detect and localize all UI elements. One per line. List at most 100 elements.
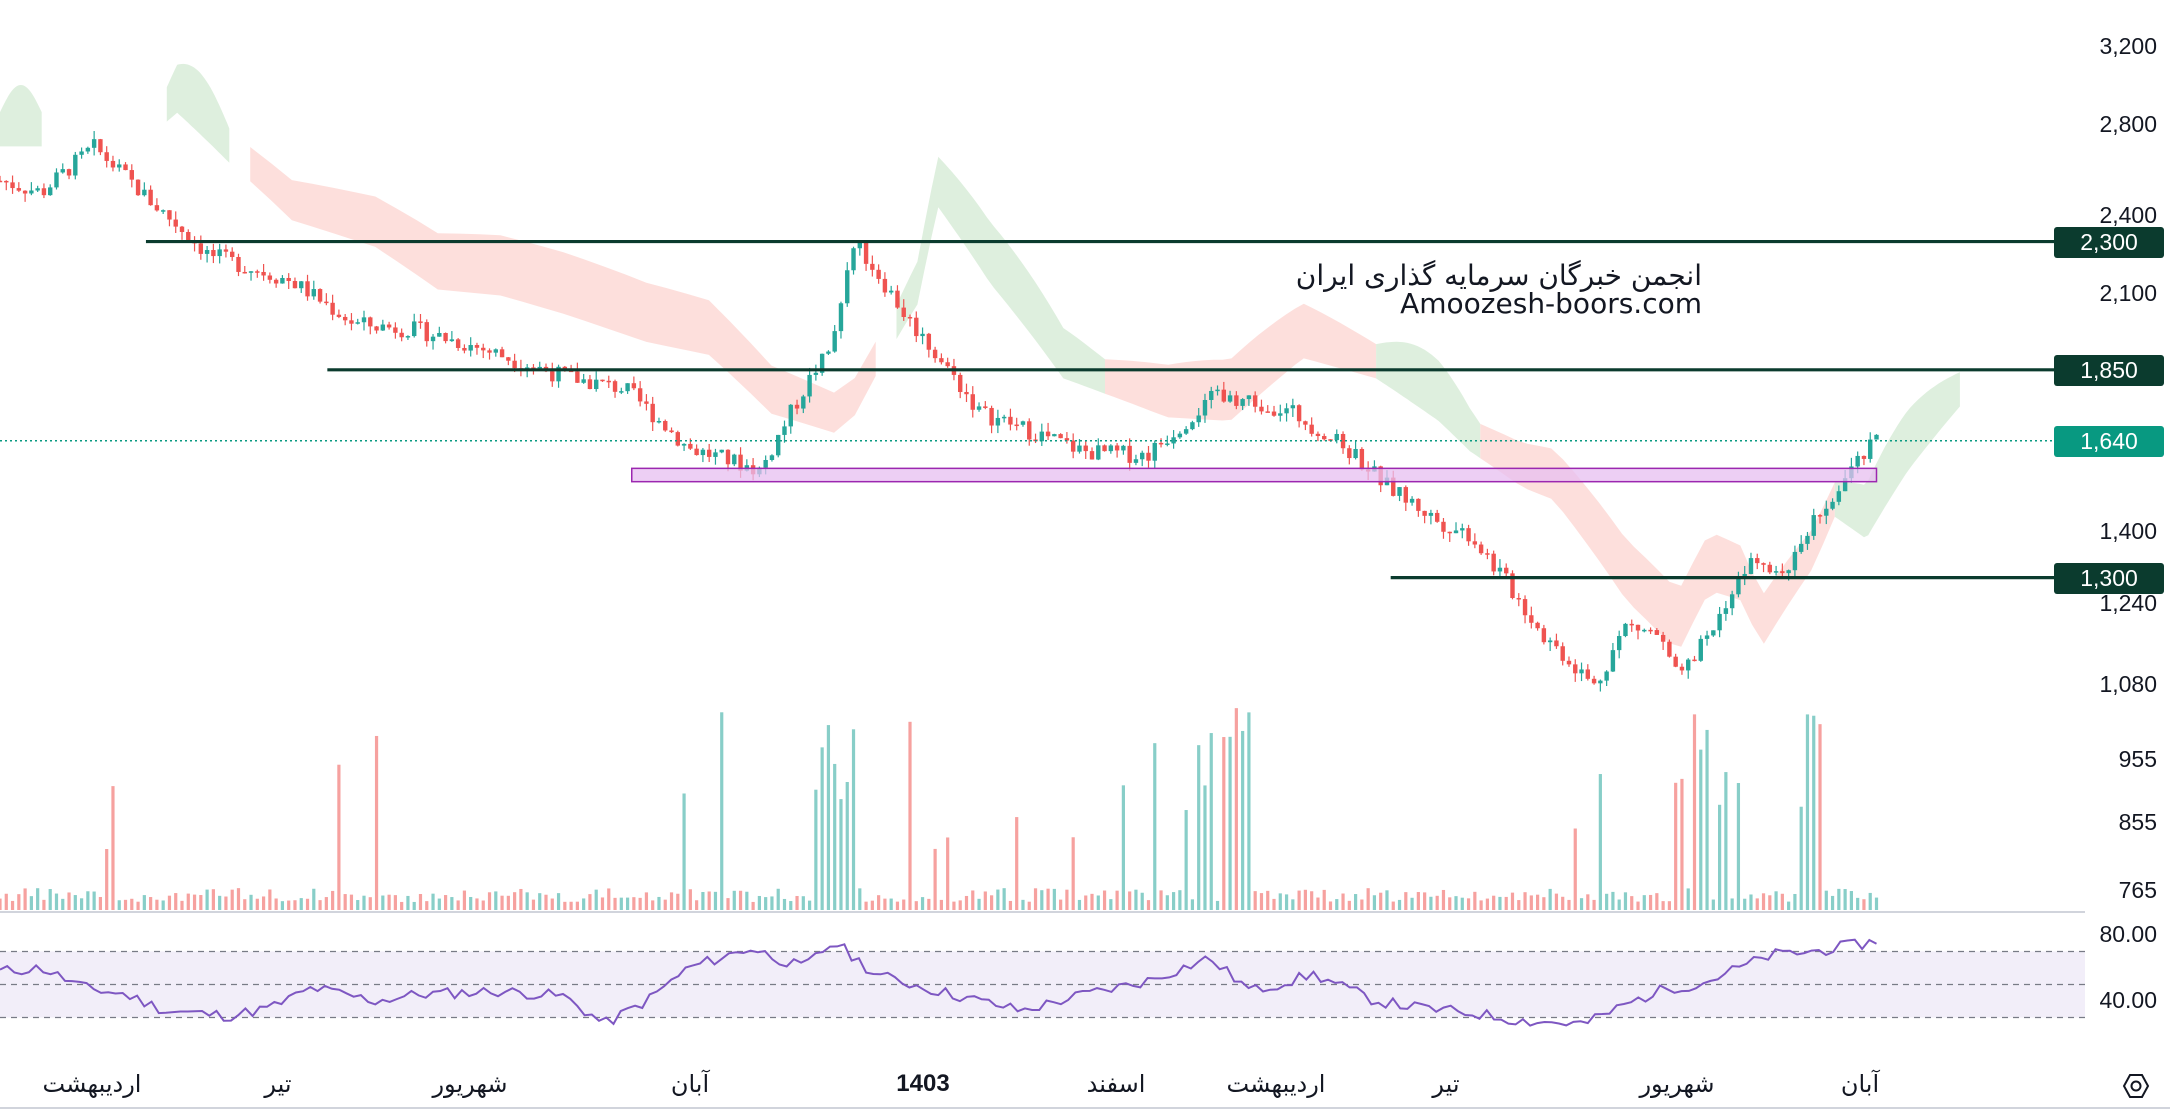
candle-body xyxy=(1842,478,1848,492)
candle-body xyxy=(1673,656,1678,667)
candle-body xyxy=(148,189,153,206)
volume-bar xyxy=(1184,810,1188,910)
rsi-tick-label: 80.00 xyxy=(2099,921,2157,947)
volume-bar xyxy=(443,895,448,910)
volume-bar xyxy=(1109,899,1113,910)
candle-body xyxy=(1491,553,1496,572)
volume-bar xyxy=(331,890,335,910)
volume-bar xyxy=(1372,895,1377,910)
volume-bar xyxy=(1316,897,1320,910)
volume-bar xyxy=(243,899,247,910)
candle-body xyxy=(1830,501,1835,509)
candle-body xyxy=(870,263,875,270)
candle-body xyxy=(16,188,22,191)
volume-bar xyxy=(745,891,749,910)
candle-body xyxy=(876,269,881,279)
candle-body xyxy=(1767,564,1773,573)
volume-bar xyxy=(1241,730,1245,910)
candle-body xyxy=(48,187,53,196)
volume-bar xyxy=(406,895,410,910)
candle-body xyxy=(1114,445,1120,451)
volume-bar xyxy=(249,894,253,910)
volume-bar xyxy=(807,900,812,910)
candle-body xyxy=(1240,399,1245,406)
candle-body xyxy=(1428,512,1434,516)
volume-bar xyxy=(1259,893,1264,910)
volume-bar xyxy=(393,895,397,910)
candle-body xyxy=(1089,451,1095,460)
volume-bar xyxy=(989,895,994,910)
candle-body xyxy=(487,350,492,353)
candle-body xyxy=(587,379,593,390)
price-tick-label: 3,200 xyxy=(2099,33,2157,59)
candle-body xyxy=(154,205,160,211)
volume-bar xyxy=(418,894,423,910)
candle-body xyxy=(1397,487,1402,496)
candle-body xyxy=(1045,431,1051,437)
volume-bar xyxy=(98,896,103,910)
candle-body xyxy=(619,391,624,393)
volume-bar xyxy=(1498,896,1502,910)
volume-bar xyxy=(1441,889,1446,910)
volume-bar xyxy=(1435,895,1439,910)
volume-bar xyxy=(669,892,674,910)
volume-bar xyxy=(1799,806,1803,910)
candle-body xyxy=(1146,452,1151,461)
volume-bar xyxy=(1410,897,1414,910)
candle-body xyxy=(1265,411,1270,413)
candle-body xyxy=(1485,553,1490,555)
volume-bar xyxy=(1272,898,1276,910)
candle-body xyxy=(776,434,781,456)
candle-body xyxy=(35,188,40,191)
volume-bar xyxy=(651,900,655,910)
volume-bar xyxy=(1837,888,1841,910)
volume-bar xyxy=(1021,899,1025,910)
volume-bar xyxy=(48,889,52,910)
volume-bar xyxy=(4,893,8,910)
volume-bar xyxy=(17,894,21,910)
candle-body xyxy=(713,452,718,457)
candle-body xyxy=(694,448,699,456)
volume-bar xyxy=(1291,899,1295,910)
candle-body xyxy=(1748,558,1754,574)
candle-body xyxy=(1215,389,1220,392)
candle-body xyxy=(782,426,787,435)
volume-bar xyxy=(1868,892,1872,910)
volume-bar xyxy=(1661,901,1665,910)
candle-body xyxy=(462,347,467,351)
volume-bar xyxy=(1830,895,1835,910)
volume-bar xyxy=(525,892,529,910)
volume-bar xyxy=(770,896,774,910)
candle-body xyxy=(1052,434,1057,437)
volume-bar xyxy=(305,898,310,910)
volume-bar xyxy=(701,892,705,910)
volume-bar xyxy=(676,893,680,910)
volume-bar xyxy=(588,894,592,910)
volume-bar xyxy=(550,898,554,910)
candle-body xyxy=(1836,491,1842,502)
volume-bar xyxy=(1680,778,1684,910)
candle-body xyxy=(1573,664,1578,674)
candle-body xyxy=(204,250,210,254)
candle-body xyxy=(1234,395,1239,406)
price-tick-label: 855 xyxy=(2118,809,2157,835)
candle-body xyxy=(317,289,323,302)
candle-body xyxy=(1096,445,1101,460)
volume-bar xyxy=(1297,890,1301,910)
volume-bar xyxy=(1730,898,1734,910)
settings-hexagon-icon[interactable] xyxy=(2118,1068,2154,1104)
cloud-segment-0 xyxy=(0,85,42,147)
candle-body xyxy=(305,281,310,297)
volume-bar xyxy=(1510,892,1515,910)
volume-bar xyxy=(1586,894,1590,910)
volume-bar xyxy=(1460,897,1464,910)
candle-body xyxy=(1773,571,1779,573)
candle-body xyxy=(1623,623,1628,637)
candle-body xyxy=(1303,421,1308,425)
candle-body xyxy=(437,332,442,337)
volume-bar xyxy=(136,901,140,910)
cloud-segment-7 xyxy=(1834,372,1960,538)
volume-bar xyxy=(1423,892,1427,910)
candle-body xyxy=(167,210,172,220)
